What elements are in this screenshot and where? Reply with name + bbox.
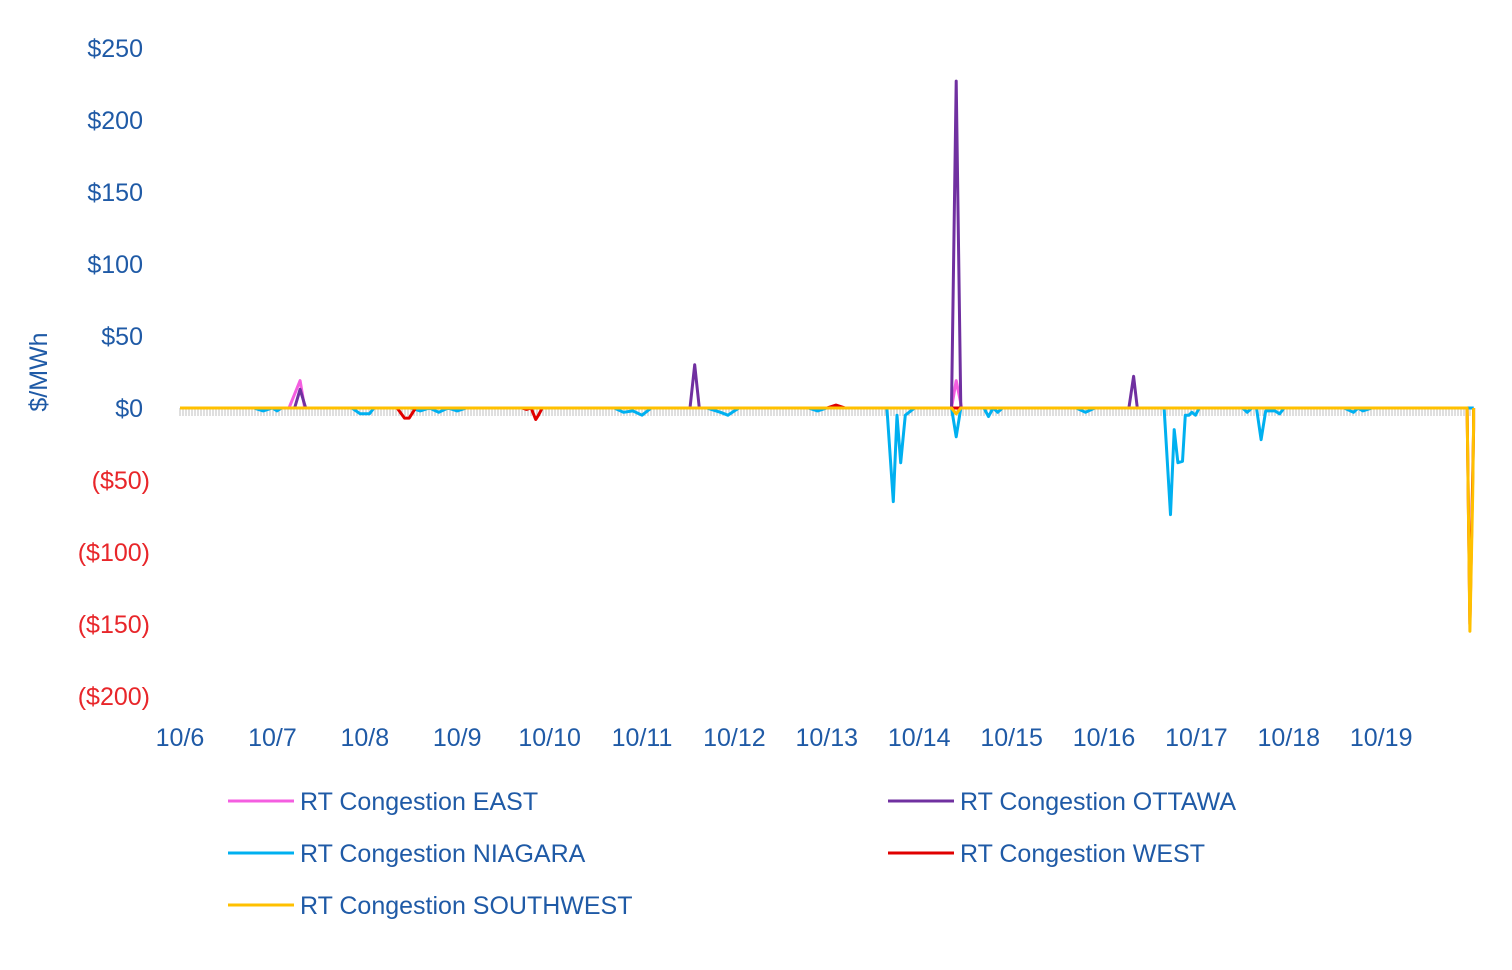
x-axis-ticks: 10/6 10/7 10/8 10/9 10/10 10/11 10/12 10/13 10/1… [156,724,1413,752]
series-line-rt-congestion-niagara [180,406,1474,517]
x-tick-label: 10/7 [248,724,297,752]
x-tick-label: 10/11 [612,724,673,752]
y-axis-ticks: $250 $200 $150 $100 $50 $0 ($50) ($100) ($150) ($… [78,35,150,711]
y-tick-label: ($200) [78,683,150,711]
x-tick-label: 10/18 [1258,724,1321,752]
x-tick-label: 10/13 [796,724,859,752]
legend-label: RT Congestion EAST [300,788,538,816]
x-tick-label: 10/6 [156,724,205,752]
x-tick-label: 10/8 [340,724,389,752]
x-tick-label: 10/14 [888,724,951,752]
y-tick-label: ($150) [78,611,150,639]
baseline-hatch-marks [179,408,1474,416]
legend-label: RT Congestion WEST [960,840,1205,868]
legend-item: RT Congestion EAST [228,788,538,816]
legend-label: RT Congestion SOUTHWEST [300,892,633,920]
series-line-rt-congestion-west [180,403,1476,626]
x-tick-label: 10/12 [703,724,766,752]
legend-label: RT Congestion OTTAWA [960,788,1236,816]
y-tick-label: $250 [87,35,143,63]
y-tick-label: ($100) [78,539,150,567]
y-tick-label: $50 [101,323,143,351]
x-tick-label: 10/10 [518,724,581,752]
baseline-hatch [179,408,1474,416]
legend: RT Congestion EAST RT Congestion OTTAWA RT… [228,788,1236,920]
legend-item: RT Congestion SOUTHWEST [228,892,633,920]
series-line-rt-congestion-ottawa [180,79,1474,410]
series-line-rt-congestion-southwest [180,406,1476,633]
x-tick-label: 10/17 [1165,724,1228,752]
x-tick-label: 10/15 [980,724,1043,752]
legend-item: RT Congestion OTTAWA [888,788,1236,816]
y-tick-label: $150 [87,179,143,207]
legend-label: RT Congestion NIAGARA [300,840,586,868]
x-tick-label: 10/19 [1350,724,1413,752]
y-tick-label: $200 [87,107,143,135]
y-tick-label: $0 [115,395,143,423]
y-tick-label: $100 [87,251,143,279]
series-line-rt-congestion-east [180,379,1474,410]
series-layer [180,79,1476,633]
legend-item: RT Congestion WEST [888,840,1205,868]
y-axis-label: $/MWh [25,332,53,411]
legend-item: RT Congestion NIAGARA [228,840,586,868]
x-tick-label: 10/16 [1073,724,1136,752]
y-tick-label: ($50) [92,467,150,495]
x-tick-label: 10/9 [433,724,482,752]
